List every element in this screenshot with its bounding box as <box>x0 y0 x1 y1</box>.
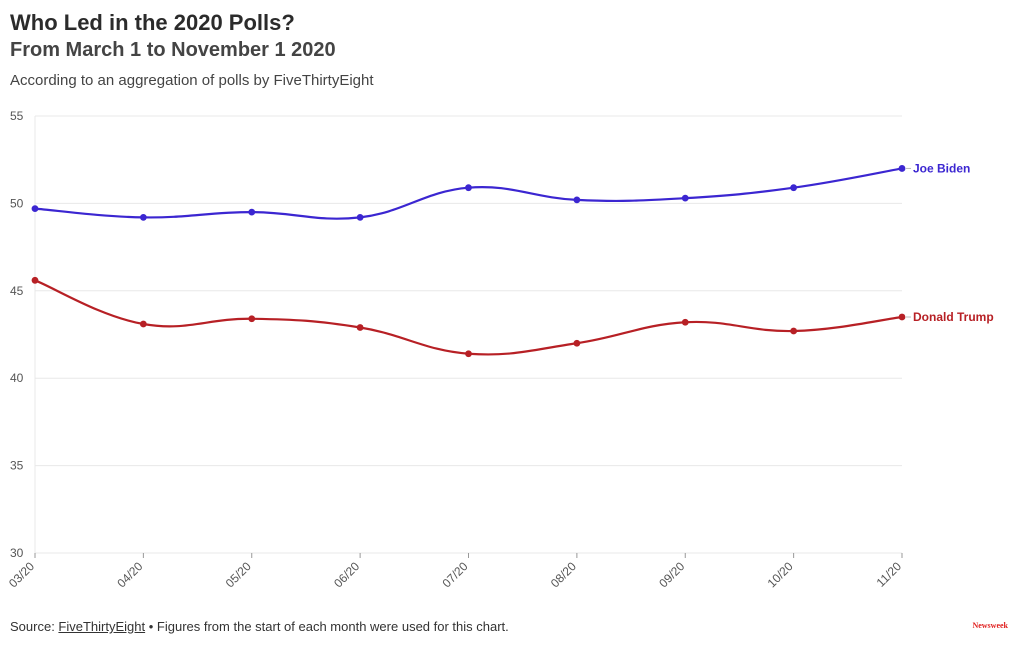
data-point-joe-biden <box>356 213 364 221</box>
data-point-joe-biden <box>790 184 798 192</box>
y-tick-label: 35 <box>10 459 24 473</box>
x-tick-label: 06/20 <box>331 559 362 590</box>
data-point-joe-biden <box>465 184 472 192</box>
data-point-joe-biden <box>139 213 147 221</box>
data-point-donald-trump <box>356 324 364 331</box>
x-tick-label: 05/20 <box>223 559 254 590</box>
series-line-joe-biden <box>34 167 903 220</box>
series-line-donald-trump <box>34 279 903 356</box>
data-point-joe-biden <box>248 208 256 216</box>
series-label-donald-trump: Donald Trump <box>913 310 994 324</box>
source-link[interactable]: FiveThirtyEight <box>58 619 146 634</box>
data-point-joe-biden <box>898 165 906 172</box>
chart-subtitle: From March 1 to November 1 2020 <box>10 39 336 61</box>
series-lines <box>31 165 906 358</box>
y-tick-label: 50 <box>10 196 24 210</box>
data-point-donald-trump <box>681 318 689 326</box>
x-tick-label: 03/20 <box>6 559 37 590</box>
x-tick-label: 11/20 <box>874 559 905 590</box>
y-tick-label: 30 <box>10 546 24 560</box>
x-tick-label: 04/20 <box>114 559 145 590</box>
data-point-donald-trump <box>31 276 39 284</box>
line-chart: 30 35 40 45 50 55 03/20 04/20 05/20 06/20 07/20 08/… <box>6 109 994 590</box>
newsweek-logo: Newsweek <box>972 621 1008 630</box>
x-tick-label: 07/20 <box>439 559 470 590</box>
source-prefix: Source: <box>10 619 59 634</box>
chart-footer: Source: FiveThirtyEight • Figures from t… <box>10 619 509 634</box>
data-point-joe-biden <box>31 205 39 213</box>
y-tick-label: 55 <box>10 109 24 123</box>
data-point-donald-trump <box>139 320 147 328</box>
chart-description: According to an aggregation of polls by … <box>10 72 374 89</box>
chart-title: Who Led in the 2020 Polls? <box>10 10 295 35</box>
data-point-donald-trump <box>573 339 581 347</box>
data-point-joe-biden <box>681 194 689 202</box>
grid-lines <box>35 115 902 554</box>
source-note: • Figures from the start of each month w… <box>145 619 509 634</box>
data-point-donald-trump <box>790 327 798 335</box>
data-point-donald-trump <box>898 313 906 321</box>
axes: 30 35 40 45 50 55 03/20 04/20 05/20 06/20 07/20 08/… <box>6 109 904 590</box>
x-tick-label: 09/20 <box>656 559 687 590</box>
data-point-joe-biden <box>573 196 581 204</box>
y-tick-label: 40 <box>10 371 24 385</box>
x-tick-label: 08/20 <box>548 559 579 590</box>
data-point-donald-trump <box>248 315 256 323</box>
series-label-joe-biden: Joe Biden <box>913 161 970 175</box>
series-labels: Joe Biden Donald Trump <box>906 161 994 324</box>
x-tick-label: 10/20 <box>765 559 796 590</box>
y-tick-label: 45 <box>10 284 24 298</box>
data-point-donald-trump <box>465 350 472 358</box>
